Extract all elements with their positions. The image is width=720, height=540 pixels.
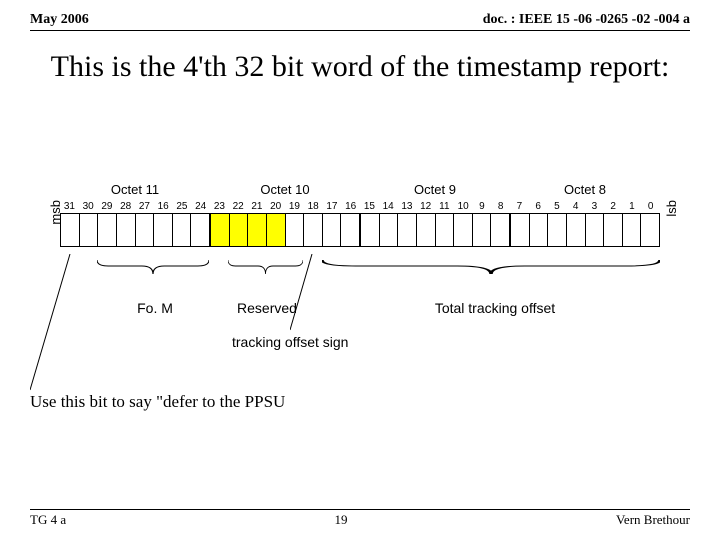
bit-cell	[136, 213, 155, 247]
footer-left: TG 4 a	[30, 512, 66, 528]
octet-label: Octet 10	[210, 182, 360, 197]
bit-cell	[491, 213, 511, 247]
bit-number: 27	[135, 201, 154, 212]
bit-cell	[473, 213, 492, 247]
bit-cell	[60, 213, 80, 247]
field-total: Total tracking offset	[390, 300, 600, 316]
bit-number: 30	[79, 201, 98, 212]
bit-cell	[586, 213, 605, 247]
bit-number: 8	[491, 201, 510, 212]
footer-author: Vern Brethour	[616, 512, 690, 528]
bit-diagram: Octet 11Octet 10Octet 9Octet 8 313029282…	[60, 182, 660, 247]
header-date: May 2006	[30, 12, 89, 28]
bit-number: 23	[210, 201, 229, 212]
bit-number: 7	[510, 201, 529, 212]
octet-label: Octet 11	[60, 182, 210, 197]
bit-cell	[286, 213, 305, 247]
bit-row	[60, 213, 660, 247]
bit-number: 2	[604, 201, 623, 212]
field-sign: tracking offset sign	[232, 334, 348, 350]
bit-cell	[511, 213, 530, 247]
bit-number: 20	[266, 201, 285, 212]
bit-cell	[454, 213, 473, 247]
sign-pointer	[290, 254, 320, 334]
bit-number: 11	[435, 201, 454, 212]
bit-cell	[417, 213, 436, 247]
brace-fom	[97, 258, 209, 276]
header: May 2006 doc. : IEEE 15 -06 -0265 -02 -0…	[30, 12, 690, 31]
defer-pointer	[30, 254, 80, 394]
lsb-label: lsb	[664, 200, 679, 217]
bit-number: 5	[548, 201, 567, 212]
bit-number: 16	[154, 201, 173, 212]
brace-total	[322, 258, 660, 276]
bit-number: 28	[116, 201, 135, 212]
bit-number: 17	[323, 201, 342, 212]
bit-number: 25	[173, 201, 192, 212]
bit-number: 10	[454, 201, 473, 212]
bit-number: 29	[98, 201, 117, 212]
bit-cell	[248, 213, 267, 247]
field-defer: Use this bit to say "defer to the PPSU	[30, 392, 285, 412]
bit-number: 15	[360, 201, 379, 212]
bit-cell	[267, 213, 286, 247]
bit-cell	[398, 213, 417, 247]
octet-label: Octet 8	[510, 182, 660, 197]
bit-number: 9	[473, 201, 492, 212]
bit-cell	[304, 213, 323, 247]
bit-number: 31	[60, 201, 79, 212]
bit-number: 3	[585, 201, 604, 212]
bit-number: 4	[566, 201, 585, 212]
bit-number: 22	[229, 201, 248, 212]
bit-cell	[323, 213, 342, 247]
bit-number: 12	[416, 201, 435, 212]
bit-cell	[361, 213, 380, 247]
bit-cell	[604, 213, 623, 247]
bit-cell	[173, 213, 192, 247]
bit-cell	[567, 213, 586, 247]
bit-number: 13	[398, 201, 417, 212]
bit-cell	[548, 213, 567, 247]
bit-cell	[230, 213, 249, 247]
bit-numbers: 3130292827162524232221201918171615141312…	[60, 201, 660, 212]
bit-cell	[154, 213, 173, 247]
field-fom: Fo. M	[110, 300, 200, 316]
octet-label: Octet 9	[360, 182, 510, 197]
bit-cell	[641, 213, 660, 247]
bit-number: 19	[285, 201, 304, 212]
octet-labels: Octet 11Octet 10Octet 9Octet 8	[60, 182, 660, 197]
bit-number: 1	[623, 201, 642, 212]
bit-cell	[117, 213, 136, 247]
bit-number: 0	[641, 201, 660, 212]
header-doc: doc. : IEEE 15 -06 -0265 -02 -004 a	[483, 12, 690, 28]
footer: TG 4 a 19 Vern Brethour	[30, 509, 690, 528]
bit-cell	[530, 213, 549, 247]
page-title: This is the 4'th 32 bit word of the time…	[30, 48, 690, 86]
bit-cell	[380, 213, 399, 247]
bit-cell	[436, 213, 455, 247]
bit-number: 18	[304, 201, 323, 212]
bit-cell	[211, 213, 230, 247]
bit-number: 16	[341, 201, 360, 212]
bit-cell	[80, 213, 99, 247]
bit-number: 24	[191, 201, 210, 212]
bit-number: 21	[248, 201, 267, 212]
bit-cell	[191, 213, 211, 247]
bit-cell	[623, 213, 642, 247]
bit-number: 14	[379, 201, 398, 212]
bit-cell	[98, 213, 117, 247]
footer-page: 19	[335, 512, 348, 528]
bit-number: 6	[529, 201, 548, 212]
bit-cell	[341, 213, 361, 247]
